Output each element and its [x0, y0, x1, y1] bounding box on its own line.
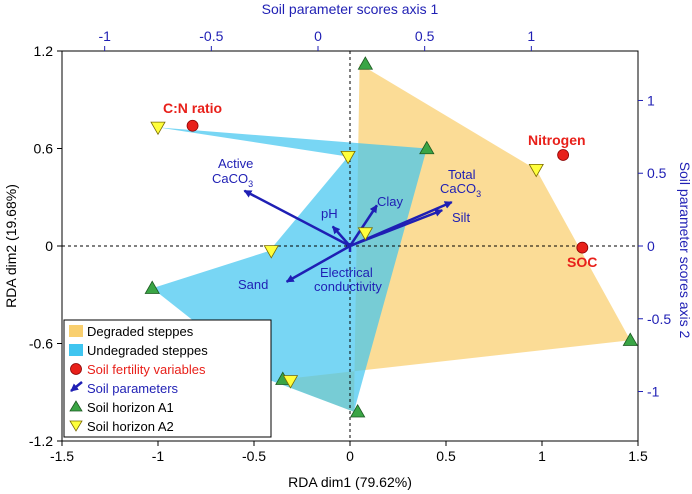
x-tick-label: 1.5: [628, 448, 648, 464]
legend-swatch-undegraded: [69, 344, 83, 356]
label-total: Total: [448, 167, 476, 182]
y2-tick-label: -1: [647, 384, 660, 400]
label-electrical: Electrical: [320, 265, 373, 280]
y-tick-label: 0.6: [34, 141, 54, 157]
marker-horizon-a1: [622, 332, 639, 346]
marker-fertility: [557, 149, 570, 161]
marker-fertility: [576, 241, 589, 254]
label-active-caco3: CaCO3: [212, 171, 253, 189]
marker-horizon-a2: [340, 150, 356, 165]
y-tick-label: -1.2: [29, 433, 53, 449]
label-active: Active: [218, 156, 253, 171]
y-tick-label: 1.2: [34, 43, 54, 59]
legend-label-a2: Soil horizon A2: [87, 419, 174, 434]
x2-axis-ticks: -1 -0.5 0 0.5 1: [98, 28, 535, 51]
marker-horizon-a2: [282, 375, 299, 389]
legend-arrow-icon: [70, 381, 83, 392]
legend-label-a1: Soil horizon A1: [87, 400, 174, 415]
x2-tick-label: 0.5: [415, 28, 435, 44]
label-ph: pH: [321, 206, 338, 221]
y-axis-ticks: 1.2 0.6 0 -0.6 -1.2: [29, 43, 62, 449]
y-tick-label: -0.6: [29, 336, 53, 352]
label-cn-ratio: C:N ratio: [163, 100, 222, 116]
x-tick-label: 0.5: [436, 448, 456, 464]
horizon-markers: [144, 56, 639, 418]
label-nitrogen: Nitrogen: [528, 132, 586, 148]
y-axis-title: RDA dim2 (19.68%): [3, 184, 19, 308]
marker-horizon-a2: [528, 163, 544, 178]
x-tick-label: 0: [346, 448, 354, 464]
legend-box: [63, 319, 272, 438]
marker-horizon-a2: [150, 121, 166, 136]
label-clay: Clay: [377, 194, 404, 209]
y2-tick-label: 1: [647, 92, 655, 108]
y2-tick-label: 0: [647, 238, 655, 254]
x2-tick-label: 1: [527, 28, 535, 44]
legend-label-degraded: Degraded steppes: [87, 324, 194, 339]
arrow-1: [331, 225, 351, 247]
legend: Degraded steppes Undegraded steppes Soil…: [63, 319, 272, 438]
x2-tick-label: -0.5: [199, 28, 223, 44]
marker-horizon-a2: [357, 227, 374, 241]
x-tick-label: 1: [538, 448, 546, 464]
y2-tick-label: -0.5: [647, 311, 671, 327]
legend-green-triangle: [69, 400, 83, 412]
x2-tick-label: 0: [314, 28, 322, 44]
y2-tick-label: 0.5: [647, 165, 667, 181]
marker-horizon-a1: [419, 140, 435, 155]
marker-horizon-a1: [144, 280, 160, 294]
x-tick-label: -0.5: [242, 448, 266, 464]
label-soc: SOC: [567, 254, 597, 270]
label-conductivity: conductivity: [314, 279, 382, 294]
soil-parameter-arrows: [243, 189, 453, 283]
marker-horizon-a1: [349, 403, 366, 418]
x2-tick-label: -1: [98, 28, 111, 44]
x-tick-label: -1: [152, 448, 165, 464]
y2-axis-ticks: 1 0.5 0 -0.5 -1: [638, 92, 671, 400]
x-axis-ticks: -1.5 -1 -0.5 0 0.5 1 1.5: [50, 441, 648, 464]
legend-yellow-triangle: [69, 420, 83, 432]
arrow-2: [348, 204, 378, 247]
arrow-5: [285, 244, 351, 283]
x2-axis-title: Soil parameter scores axis 1: [262, 1, 439, 17]
label-silt: Silt: [452, 210, 470, 225]
x-tick-label: -1.5: [50, 448, 74, 464]
marker-fertility: [186, 119, 199, 132]
fertility-markers: [186, 119, 589, 254]
legend-label-undegraded: Undegraded steppes: [87, 343, 208, 358]
y-tick-label: 0: [45, 238, 53, 254]
x-axis-title: RDA dim1 (79.62%): [288, 474, 412, 490]
arrow-0: [243, 189, 351, 248]
label-sand: Sand: [238, 277, 268, 292]
marker-horizon-a1: [357, 56, 374, 70]
y2-axis-title: Soil parameter scores axis 2: [677, 162, 692, 339]
legend-label-fertility: Soil fertility variables: [87, 362, 206, 377]
legend-swatch-degraded: [69, 325, 83, 337]
label-total-caco3: CaCO3: [440, 181, 481, 199]
legend-label-parameters: Soil parameters: [87, 381, 179, 396]
legend-red-circle: [70, 363, 82, 375]
marker-horizon-a2: [263, 245, 279, 259]
